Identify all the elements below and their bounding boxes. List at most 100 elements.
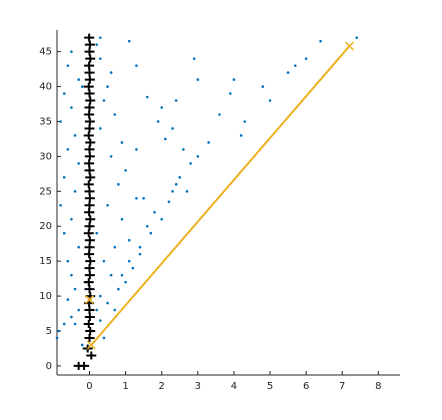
- point: [167, 200, 171, 204]
- plus-marker: [84, 194, 95, 203]
- point: [80, 343, 84, 347]
- point: [239, 134, 243, 137]
- point: [113, 245, 117, 249]
- point: [106, 203, 109, 207]
- plus-marker: [84, 285, 95, 294]
- plus-marker: [84, 110, 95, 119]
- plus-marker: [84, 152, 95, 161]
- point: [73, 322, 77, 326]
- x-tick-label: 8: [375, 381, 381, 392]
- plus-marker: [84, 75, 95, 84]
- point: [109, 155, 113, 158]
- point: [109, 273, 113, 277]
- point: [77, 78, 80, 81]
- point: [62, 176, 66, 179]
- point: [156, 120, 160, 123]
- y-tick-label: 5: [46, 326, 52, 337]
- point: [77, 162, 80, 165]
- point: [164, 137, 167, 141]
- plus-marker: [85, 173, 96, 182]
- plus-marker: [85, 327, 96, 336]
- point: [99, 127, 102, 130]
- point: [124, 280, 127, 284]
- y-tick-label: 35: [39, 116, 52, 127]
- point: [120, 217, 124, 221]
- point: [182, 148, 185, 151]
- y-tick-label: 25: [39, 186, 52, 197]
- plus-marker: [84, 313, 95, 322]
- plus-marker: [84, 159, 95, 168]
- y-tick-label: 10: [39, 291, 52, 302]
- point: [127, 259, 131, 263]
- point: [95, 231, 99, 235]
- point: [185, 190, 189, 193]
- plus-marker: [84, 61, 95, 70]
- x-tick-label: 1: [122, 381, 128, 392]
- plus-marker: [84, 145, 95, 154]
- point: [153, 210, 156, 214]
- point: [70, 273, 73, 277]
- point: [174, 99, 178, 102]
- point: [106, 85, 109, 88]
- point: [135, 197, 138, 200]
- point: [66, 298, 70, 301]
- point: [218, 113, 221, 116]
- plus-marker: [84, 117, 95, 126]
- plus-marker: [84, 222, 95, 231]
- x-tick-label: 5: [267, 381, 273, 392]
- y-tick-label: 15: [39, 256, 52, 267]
- x-tick-label: 7: [339, 381, 345, 392]
- point: [106, 301, 109, 305]
- point: [99, 57, 102, 60]
- x-tick-label: 3: [195, 381, 201, 392]
- plus-marker: [79, 361, 90, 370]
- point: [142, 197, 145, 200]
- plus-marker: [84, 236, 95, 245]
- point: [135, 64, 138, 67]
- y-tick-label: 30: [39, 151, 52, 162]
- plus-marker: [83, 180, 94, 189]
- plus-marker: [84, 271, 95, 280]
- point: [192, 57, 196, 60]
- y-tick-label: 40: [39, 82, 52, 93]
- point: [171, 190, 174, 193]
- plus-marker: [84, 333, 95, 342]
- point: [207, 141, 210, 144]
- point: [117, 287, 120, 291]
- point: [62, 322, 66, 326]
- point: [149, 231, 153, 235]
- point: [62, 231, 66, 235]
- plus-marker: [85, 96, 96, 105]
- point: [73, 287, 77, 291]
- point: [178, 176, 182, 179]
- point: [286, 71, 290, 74]
- point: [145, 95, 149, 99]
- plus-marker: [84, 103, 95, 112]
- point: [62, 92, 66, 95]
- plus-marker: [84, 264, 95, 273]
- point: [124, 169, 127, 172]
- plus-marker: [85, 54, 96, 63]
- point: [120, 141, 124, 144]
- point: [135, 148, 138, 151]
- point: [268, 99, 272, 102]
- point: [57, 329, 61, 333]
- line: [90, 45, 351, 346]
- point: [196, 78, 200, 81]
- point: [99, 319, 102, 322]
- plus-marker: [85, 257, 96, 266]
- point: [127, 39, 131, 43]
- plus-marker: [83, 82, 94, 91]
- plus-marker: [84, 68, 95, 77]
- plus-marker: [83, 278, 94, 287]
- plus-marker: [86, 351, 97, 360]
- x-tick-label: 6: [303, 381, 309, 392]
- point: [80, 85, 84, 88]
- plus-marker: [84, 187, 95, 196]
- point: [109, 71, 113, 74]
- point: [117, 183, 120, 186]
- x-marker: [86, 340, 96, 350]
- point: [73, 134, 77, 137]
- point: [113, 113, 117, 116]
